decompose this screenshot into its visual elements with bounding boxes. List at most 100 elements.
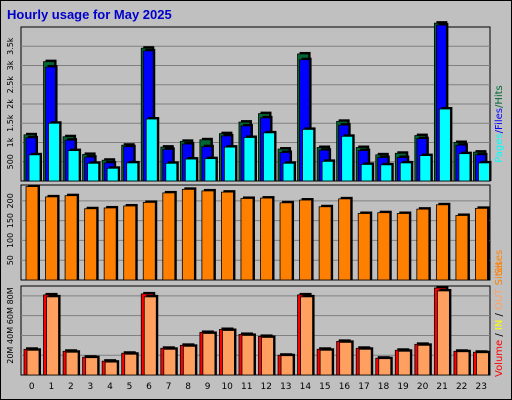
sites-bar-4 xyxy=(103,207,117,281)
x-tick-label-10: 10 xyxy=(221,382,233,392)
pages-bar-6 xyxy=(145,118,158,182)
sites-bar-5 xyxy=(123,205,137,281)
pages-bar-10 xyxy=(224,146,236,182)
x-tick-label-8: 8 xyxy=(185,382,191,392)
y-tick-label-1-2: 1.5k xyxy=(6,114,15,132)
out-bar-23 xyxy=(476,352,489,376)
out-bar-7 xyxy=(163,348,177,376)
y-tick-label-2-1: 100 xyxy=(6,233,15,248)
out-bar-11 xyxy=(241,335,255,376)
out-bar-5 xyxy=(124,353,138,376)
sites-bar-9 xyxy=(201,190,215,281)
out-bar-18 xyxy=(378,358,392,376)
y-tick-label-2-3: 200 xyxy=(6,193,15,208)
sites-bar-23 xyxy=(475,207,488,281)
pages-bar-17 xyxy=(360,164,373,182)
sites-bar-19 xyxy=(396,213,410,281)
legend-volume-part-4: OUT xyxy=(494,288,505,310)
out-bar-14 xyxy=(300,296,313,376)
sites-bar-7 xyxy=(162,192,176,281)
sites-bar-14 xyxy=(299,199,312,281)
y-tick-label-3-0: 20M xyxy=(6,347,15,364)
sites-bar-16 xyxy=(338,198,352,281)
pages-bar-16 xyxy=(341,135,354,182)
legend-hits-files-pages-part-0: Pages xyxy=(494,133,505,162)
y-tick-label-2-2: 150 xyxy=(6,213,15,228)
x-tick-label-15: 15 xyxy=(319,382,330,392)
out-bar-15 xyxy=(319,349,333,376)
legend-volume-part-3: / xyxy=(494,310,505,320)
x-tick-label-20: 20 xyxy=(417,382,429,392)
y-tick-label-3-3: 80M xyxy=(6,287,15,304)
x-tick-label-6: 6 xyxy=(146,382,152,392)
sites-bar-18 xyxy=(377,212,391,281)
out-bar-21 xyxy=(436,290,450,376)
out-bar-19 xyxy=(397,350,411,376)
out-bar-12 xyxy=(261,337,274,376)
sites-bar-21 xyxy=(435,204,449,281)
out-bar-13 xyxy=(280,355,294,376)
sites-bar-0 xyxy=(25,186,39,281)
pages-bar-18 xyxy=(380,164,393,182)
pages-bar-8 xyxy=(184,158,197,182)
pages-bar-12 xyxy=(263,132,275,182)
out-bar-4 xyxy=(104,361,118,376)
sites-bar-10 xyxy=(221,191,234,281)
x-tick-label-22: 22 xyxy=(456,382,467,392)
out-bar-22 xyxy=(456,351,470,376)
legend-volume-part-2: IN xyxy=(494,320,505,330)
page-title: Hourly usage for May 2025 xyxy=(7,7,172,22)
out-bar-10 xyxy=(222,330,235,376)
y-tick-label-1-1: 1k xyxy=(6,137,15,147)
out-bar-8 xyxy=(182,345,196,376)
out-bar-6 xyxy=(143,296,157,376)
x-tick-label-19: 19 xyxy=(397,382,409,392)
pages-bar-7 xyxy=(165,162,178,182)
x-tick-label-4: 4 xyxy=(107,382,113,392)
y-tick-label-1-4: 2.5k xyxy=(6,76,15,94)
out-bar-17 xyxy=(358,348,372,376)
sites-bar-17 xyxy=(357,213,371,281)
sites-bar-2 xyxy=(64,195,78,281)
y-tick-label-3-2: 60M xyxy=(6,307,15,324)
pages-bar-1 xyxy=(48,122,60,182)
legend-sites-part-0: Sites xyxy=(494,250,505,274)
pages-bar-22 xyxy=(458,153,471,182)
legend-sites: Sites xyxy=(494,250,505,274)
x-tick-label-18: 18 xyxy=(378,382,390,392)
pages-bar-15 xyxy=(321,160,334,182)
legend-hits-files-pages-part-3: / xyxy=(494,104,505,108)
x-tick-label-13: 13 xyxy=(280,382,291,392)
x-tick-label-3: 3 xyxy=(88,382,94,392)
x-tick-label-0: 0 xyxy=(29,382,35,392)
legend-hits-files-pages: Pages/Files/Hits xyxy=(494,85,505,163)
x-tick-label-9: 9 xyxy=(205,382,211,392)
sites-bar-12 xyxy=(260,197,273,281)
pages-bar-4 xyxy=(106,167,119,182)
pages-bar-13 xyxy=(282,162,295,182)
legend-hits-files-pages-part-4: Hits xyxy=(494,85,505,104)
legend-volume-part-5: Sites xyxy=(494,261,505,289)
sites-bar-6 xyxy=(142,202,156,281)
x-tick-label-12: 12 xyxy=(261,382,272,392)
pages-bar-0 xyxy=(28,154,41,182)
legend-volume: Volume / IN / OUT Sites xyxy=(494,261,505,377)
pages-bar-21 xyxy=(438,108,451,182)
pages-bar-9 xyxy=(204,158,217,182)
sites-bar-22 xyxy=(455,215,469,281)
y-tick-label-2-0: 50 xyxy=(6,255,15,265)
sites-bar-3 xyxy=(84,208,98,281)
x-tick-label-23: 23 xyxy=(476,382,487,392)
y-tick-label-1-0: 500 xyxy=(6,154,15,169)
sites-bar-11 xyxy=(240,198,254,281)
out-bar-3 xyxy=(85,357,99,376)
out-bar-20 xyxy=(417,344,431,376)
y-tick-label-3-1: 40M xyxy=(6,327,15,344)
out-bar-1 xyxy=(46,296,59,376)
pages-bar-11 xyxy=(243,137,256,182)
x-tick-label-2: 2 xyxy=(68,382,74,392)
x-tick-label-17: 17 xyxy=(358,382,369,392)
out-bar-16 xyxy=(339,341,353,376)
pages-bar-14 xyxy=(302,129,314,182)
